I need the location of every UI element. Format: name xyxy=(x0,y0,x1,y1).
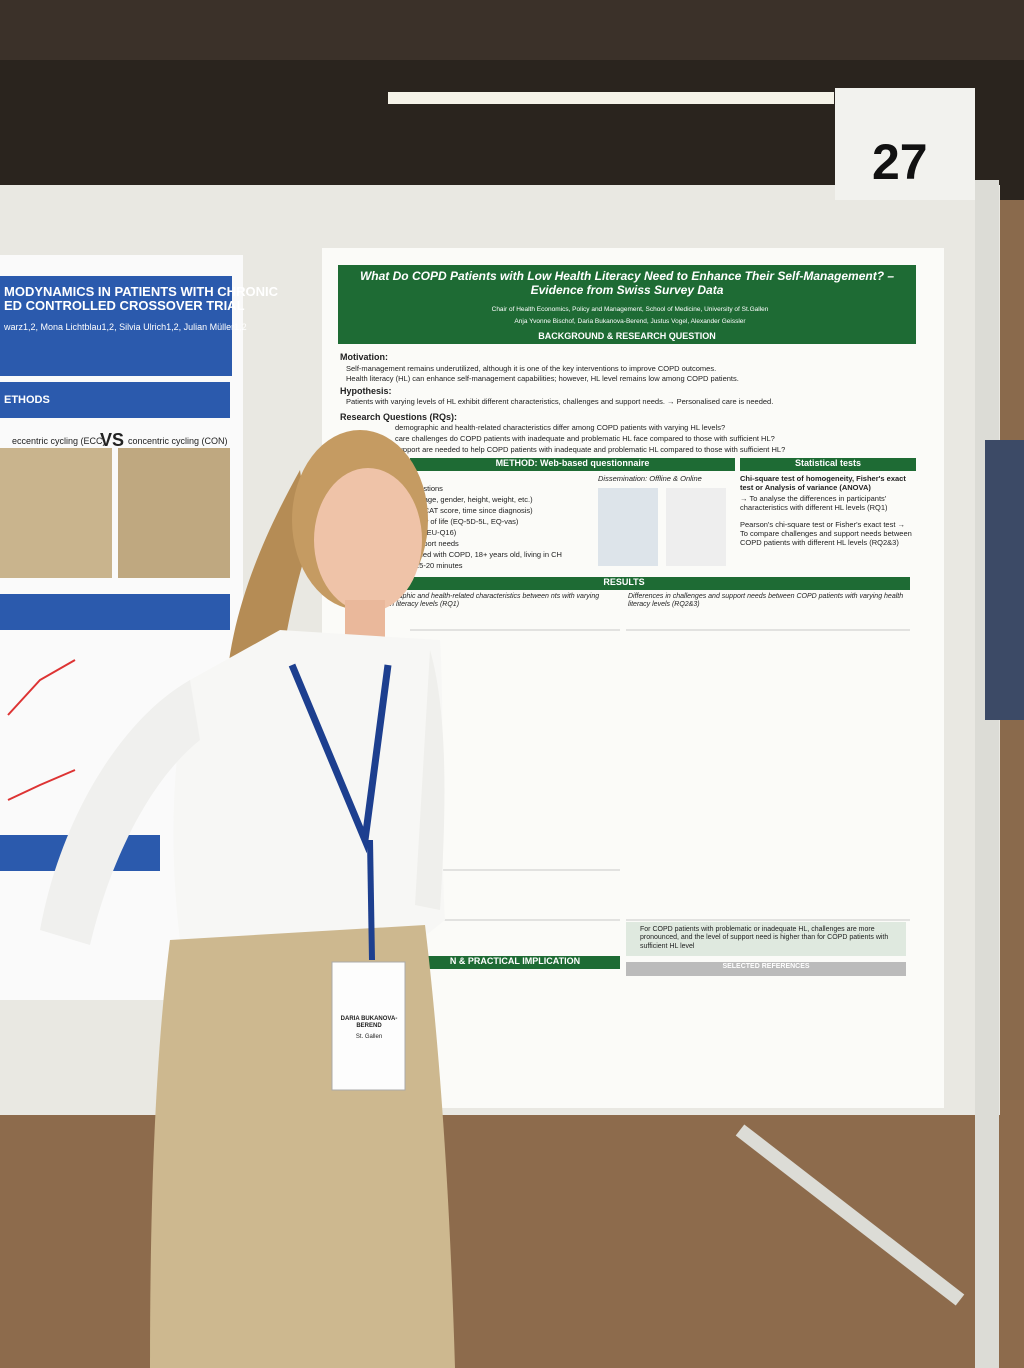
rq: demographic and health-related character… xyxy=(395,423,726,432)
section-header: METHOD: Web-based questionnaire xyxy=(410,458,735,471)
bullet: Patients with varying levels of HL exhib… xyxy=(346,397,774,406)
stats-text: → To analyse the differences in particip… xyxy=(740,494,888,512)
badge-place: St. Gallen xyxy=(355,1034,383,1040)
bullet: Health literacy (HL) can enhance self-ma… xyxy=(346,374,739,383)
results-heading: demographic and health-related character… xyxy=(375,593,600,609)
poster-authors: Anja Yvonne Bischof, Daria Bukanova-Bere… xyxy=(514,318,746,325)
left-poster-authors: warz1,2, Mona Lichtblau1,2, Silvia Ulric… xyxy=(4,322,247,332)
method-item: upport needs xyxy=(415,539,459,548)
section-header: SELECTED REFERENCES xyxy=(722,963,810,970)
method-item: uestions xyxy=(415,484,443,493)
caption: concentric cycling (CON) xyxy=(128,436,228,446)
dissemination: Dissemination: Offline & Online xyxy=(598,474,702,483)
heading: Hypothesis: xyxy=(340,386,392,396)
stats-text: Pearson's chi-square test or Fisher's ex… xyxy=(740,520,912,547)
heading: Research Questions (RQs): xyxy=(340,412,458,422)
left-poster-title: MODYNAMICS IN PATIENTS WITH CHRONIC xyxy=(4,284,278,299)
stats-text: Chi-square test of homogeneity, Fisher's… xyxy=(740,474,906,492)
section-header: N & PRACTICAL IMPLICATION xyxy=(410,956,620,969)
method-item: n (age, gender, height, weight, etc.) xyxy=(415,495,533,504)
poster-affiliation: Chair of Health Economics, Policy and Ma… xyxy=(491,306,769,313)
results-heading: Differences in challenges and support ne… xyxy=(628,593,904,609)
bullet: Self-management remains underutilized, a… xyxy=(346,364,717,373)
left-poster-title: ED CONTROLLED CROSSOVER TRIAL xyxy=(4,298,245,313)
heading: Motivation: xyxy=(340,352,388,362)
conclusion: For COPD patients with problematic or in… xyxy=(640,926,889,950)
method-item: osed with COPD, 18+ years old, living in… xyxy=(415,550,562,559)
rq: support are needed to help COPD patients… xyxy=(395,445,786,454)
caption: eccentric cycling (ECC) xyxy=(12,436,106,446)
caption: VS xyxy=(100,430,125,450)
board-number: 27 xyxy=(872,134,928,190)
section-header: BACKGROUND & RESEARCH QUESTION xyxy=(338,331,916,344)
section-header: RESULTS xyxy=(338,577,910,590)
section-header: Statistical tests xyxy=(740,458,916,471)
rq: care challenges do COPD patients with in… xyxy=(395,434,775,443)
method-item: ality of life (EQ-5D-5L, EQ-vas) xyxy=(415,517,519,526)
method-item: n (CAT score, time since diagnosis) xyxy=(415,506,533,515)
poster-title: What Do COPD Patients with Low Health Li… xyxy=(338,265,916,331)
left-poster-section: ETHODS xyxy=(4,394,50,406)
method-item: LS-EU-Q16) xyxy=(415,528,457,537)
method-item: 15-20 minutes xyxy=(415,561,463,570)
badge-name: DARIA BUKANOVA-BEREND xyxy=(340,1016,398,1030)
